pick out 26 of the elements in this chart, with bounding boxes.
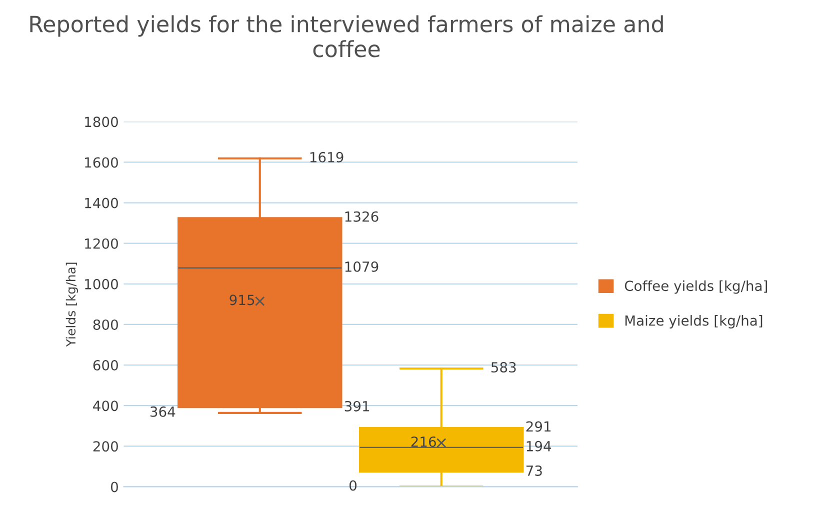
annotation: 216 — [411, 436, 436, 447]
annotation: 1326 — [345, 211, 378, 222]
y-tick-label: 600 — [93, 360, 118, 371]
legend-label: Coffee yields [kg/ha] — [624, 280, 767, 294]
annotation: 364 — [150, 406, 176, 417]
y-tick-label: 200 — [93, 441, 118, 452]
y-tick-label: 1000 — [85, 278, 118, 290]
annotation: 583 — [491, 362, 516, 373]
y-tick-label: 1200 — [85, 238, 118, 249]
y-tick-label: 0 — [110, 482, 118, 492]
annotation: 915 — [230, 294, 254, 306]
annotation: 73 — [526, 465, 542, 476]
y-tick-label: 800 — [93, 319, 118, 330]
annotation: 391 — [344, 400, 370, 412]
y-tick-label: 1600 — [85, 157, 118, 168]
legend-label: Maize yields [kg/ha] — [625, 315, 762, 328]
annotation: 0 — [350, 480, 357, 491]
y-axis-title: Yields [kg/ha] — [66, 262, 78, 347]
annotation: 1079 — [345, 261, 378, 272]
chart-title: Reported yields for the interviewed farmers of maize and coffee — [30, 15, 663, 58]
annotation: 194 — [526, 440, 552, 452]
y-tick-label: 400 — [93, 400, 118, 412]
annotation: 1619 — [310, 152, 344, 162]
y-tick-label: 1800 — [85, 116, 118, 128]
y-tick-label: 1400 — [85, 198, 118, 208]
annotation: 291 — [526, 421, 551, 432]
